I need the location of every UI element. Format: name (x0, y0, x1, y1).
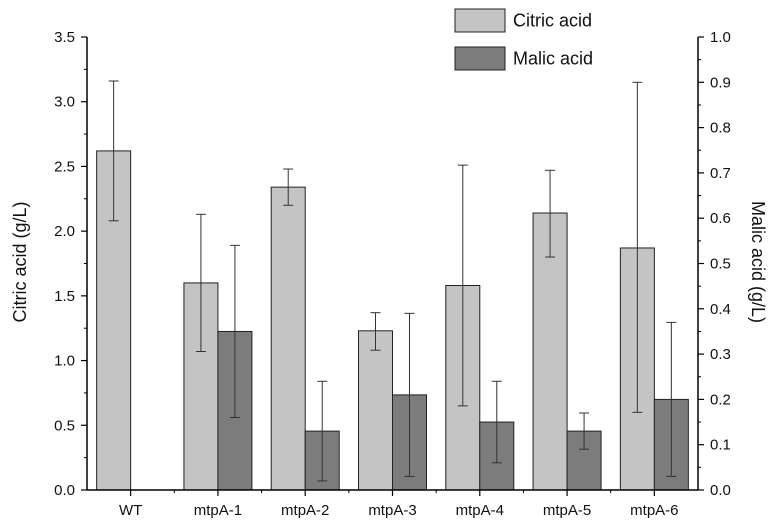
y-axis-title-left: Citric acid (g/L) (10, 201, 30, 322)
legend-label-citric: Citric acid (513, 11, 592, 31)
ticks-group: 0.0 0.5 1.0 1.5 2.0 2.5 3.0 3.5 0.0 0.1 0.2 0.3 0.4 0… (54, 29, 731, 519)
y-tick-label-right: 0.9 (710, 74, 731, 91)
legend-label-malic: Malic acid (513, 49, 593, 69)
y-tick-label-right: 0.6 (710, 210, 731, 227)
x-tick-label-mtpA-2: mtpA-2 (281, 502, 329, 519)
y-tick-label-right: 1.0 (710, 29, 731, 46)
error-bars-group (108, 80, 677, 482)
y-tick-label-left: 2.5 (54, 158, 75, 175)
y-tick-label-right: 0.3 (710, 346, 731, 363)
y-tick-label-left: 0.0 (54, 482, 75, 499)
bar-citric-mtpA-3 (358, 330, 393, 491)
legend-swatch-malic (454, 46, 506, 71)
x-tick-label-WT: WT (119, 502, 142, 519)
x-tick-label-mtpA-4: mtpA-4 (456, 502, 504, 519)
bars-group (96, 150, 689, 491)
bar-citric-mtpA-2 (270, 186, 306, 491)
y-tick-label-right: 0.7 (710, 165, 731, 182)
y-tick-label-left: 3.0 (54, 94, 75, 111)
y-tick-label-left: 2.0 (54, 223, 75, 240)
y-tick-label-right: 0.1 (710, 437, 731, 454)
y-tick-label-right: 0.0 (710, 482, 731, 499)
x-tick-label-mtpA-6: mtpA-6 (630, 502, 678, 519)
y-tick-label-left: 1.5 (54, 288, 75, 305)
x-tick-label-mtpA-3: mtpA-3 (368, 502, 416, 519)
y-axis-title-right: Malic acid (g/L) (748, 201, 768, 323)
y-tick-label-right: 0.4 (710, 301, 731, 318)
y-tick-label-right: 0.5 (710, 256, 731, 273)
y-tick-label-right: 0.2 (710, 391, 731, 408)
x-tick-label-mtpA-5: mtpA-5 (543, 502, 591, 519)
y-tick-label-left: 3.5 (54, 29, 75, 46)
y-tick-label-left: 0.5 (54, 417, 75, 434)
bar-citric-mtpA-5 (532, 212, 568, 491)
legend: Citric acid Malic acid (454, 8, 593, 71)
legend-swatch-citric (454, 8, 506, 33)
x-tick-label-mtpA-1: mtpA-1 (194, 502, 242, 519)
y-tick-label-left: 1.0 (54, 353, 75, 370)
y-tick-label-right: 0.8 (710, 120, 731, 137)
